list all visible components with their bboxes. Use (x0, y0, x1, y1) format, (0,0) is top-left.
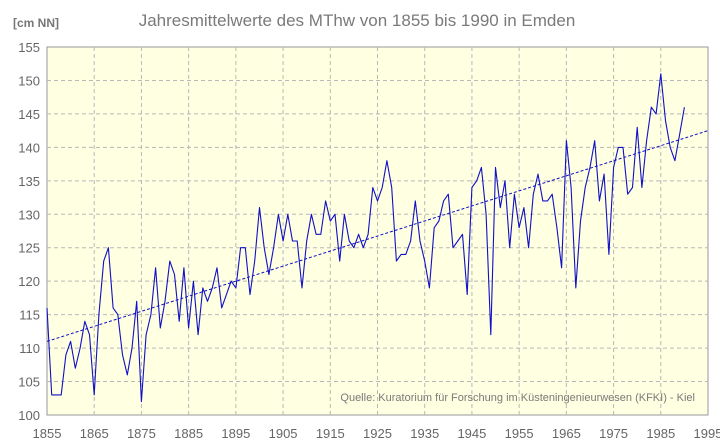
y-tick-label: 120 (18, 274, 40, 289)
x-tick-label: 1885 (174, 426, 203, 441)
x-tick-label: 1945 (457, 426, 486, 441)
x-tick-label: 1995 (694, 426, 720, 441)
y-tick-label: 125 (18, 241, 40, 256)
x-tick-label: 1865 (80, 426, 109, 441)
y-tick-label: 140 (18, 140, 40, 155)
x-tick-label: 1915 (316, 426, 345, 441)
y-tick-label: 105 (18, 375, 40, 390)
trend-line (46, 130, 709, 342)
y-tick-label: 150 (18, 73, 40, 88)
x-tick-label: 1895 (221, 426, 250, 441)
x-tick-label: 1985 (646, 426, 675, 441)
x-axis-ticks: 1855 1865 1875 1885 1895 1905 1915 1925 1935 1945… (33, 426, 720, 441)
y-tick-label: 130 (18, 207, 40, 222)
y-tick-label: 110 (19, 341, 40, 356)
x-tick-label: 1925 (363, 426, 392, 441)
series-line (46, 73, 685, 403)
y-tick-label: 145 (18, 107, 40, 122)
y-tick-label: 100 (18, 408, 40, 423)
y-axis-ticks: 100 105 110 115 120 125 130 135 140 145 150 155 (18, 40, 40, 423)
x-tick-label: 1975 (599, 426, 628, 441)
x-tick-label: 1855 (33, 426, 62, 441)
gridlines (47, 47, 708, 415)
chart-title: Jahresmittelwerte des MThw von 1855 bis … (139, 11, 576, 30)
x-tick-label: 1935 (410, 426, 439, 441)
x-tick-label: 1965 (552, 426, 581, 441)
y-tick-label: 135 (18, 174, 40, 189)
y-tick-label: 155 (18, 40, 40, 55)
y-axis-unit-label: [cm NN] (13, 16, 59, 30)
y-tick-label: 115 (19, 308, 40, 323)
series-mthw (46, 73, 685, 403)
source-annotation: Quelle: Kuratorium für Forschung im Küst… (340, 392, 695, 404)
x-tick-label: 1905 (269, 426, 298, 441)
x-tick-label: 1875 (127, 426, 156, 441)
trend-line-group (46, 130, 709, 342)
x-tick-label: 1955 (505, 426, 534, 441)
